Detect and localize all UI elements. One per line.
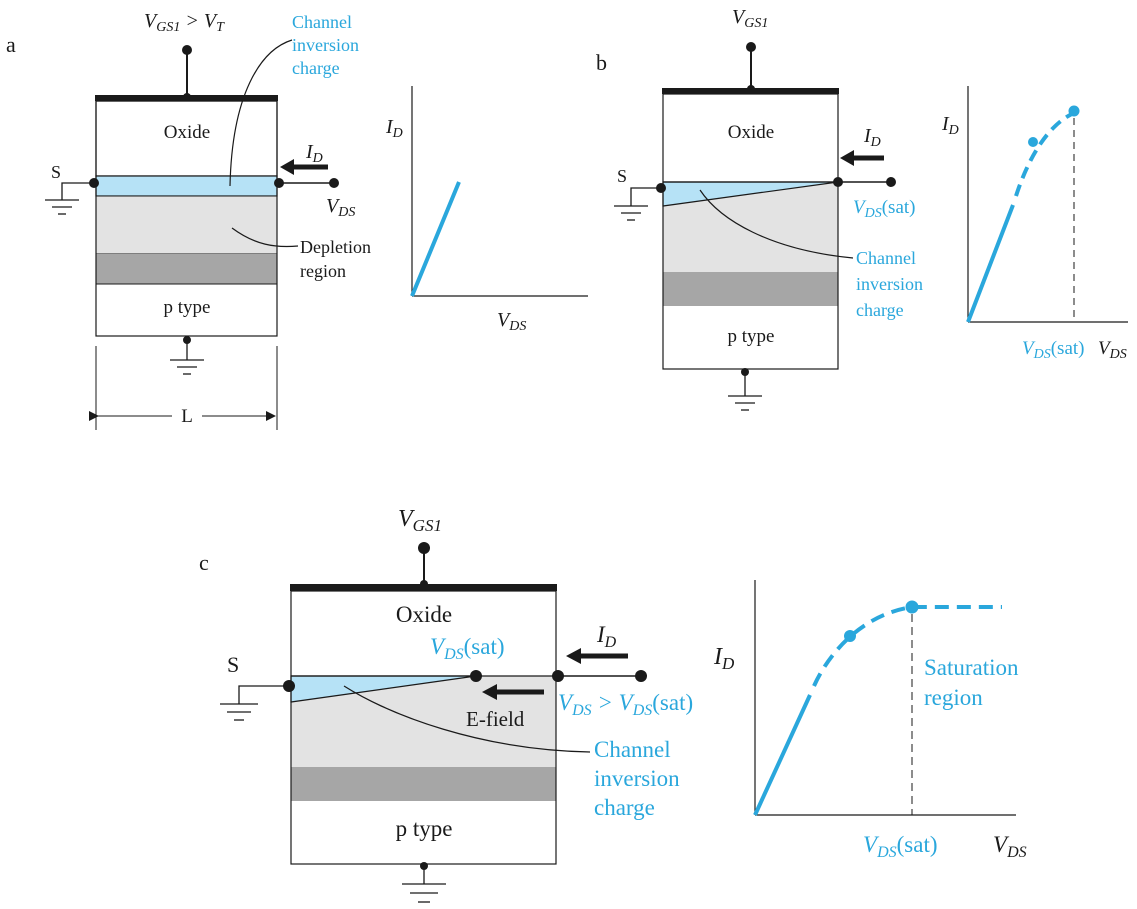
svg-text:ID: ID: [941, 113, 959, 138]
vds-condition-label-c: V: [558, 690, 575, 715]
oxide-label-c: Oxide: [396, 602, 452, 627]
plot-c-y-label: I: [713, 644, 723, 670]
sat-point-label-c: V: [430, 634, 447, 659]
plot-c-xsat-label: V: [863, 832, 880, 857]
saturation-region-label-c: Saturation region: [924, 655, 1019, 710]
gate-label-c: V: [398, 506, 415, 532]
p-type-region-b: [663, 306, 838, 369]
efield-label-c: E-field: [466, 707, 525, 731]
svg-text:VDS: VDS: [497, 309, 526, 334]
oxide-layer-c: [291, 591, 556, 676]
gate-electrode-c: [290, 584, 557, 591]
svg-text:ID: ID: [305, 141, 323, 166]
plot-a-id-curve: [410, 181, 461, 297]
panel-c-letter: c: [199, 550, 209, 575]
svg-text:VDS > VDS(sat): VDS > VDS(sat): [558, 690, 693, 719]
ptype-label-c: p type: [396, 816, 453, 841]
svg-text:VGS1: VGS1: [732, 6, 768, 31]
svg-text:VDS(sat): VDS(sat): [853, 197, 916, 221]
channel-label-a: Channel inversion charge: [292, 12, 359, 78]
depletion-leader-a: [231, 227, 299, 248]
source-label-c: S: [227, 652, 239, 677]
svg-text:VDS: VDS: [1098, 338, 1127, 362]
svg-text:VDS(sat): VDS(sat): [1022, 338, 1085, 362]
substrate-band-c: [291, 767, 556, 801]
gate-label-b: V: [732, 6, 747, 28]
svg-text:ID: ID: [596, 622, 617, 651]
source-label-b: S: [617, 166, 627, 186]
pinch-off-point-c: [470, 670, 482, 682]
svg-text:ID: ID: [713, 644, 735, 673]
svg-text:VGS1: VGS1: [398, 506, 442, 535]
svg-text:ID: ID: [863, 125, 881, 150]
svg-text:ID: ID: [385, 116, 403, 141]
id-label-c: I: [596, 622, 606, 647]
plot-b-y-label: I: [941, 113, 950, 135]
plot-c-x-label: V: [993, 832, 1010, 857]
substrate-band-b: [663, 272, 838, 306]
p-type-region-c: [291, 801, 556, 864]
svg-text:VGS1 > VT: VGS1 > VT: [144, 10, 225, 35]
channel-leader-b: [699, 189, 854, 259]
plot-b-marker-mid: [1028, 137, 1038, 147]
plot-a-y-label: I: [385, 116, 394, 138]
plot-b-x-label: V: [1098, 338, 1112, 359]
svg-text:VDS(sat): VDS(sat): [430, 634, 505, 663]
channel-leader-a: [229, 39, 293, 187]
length-label-a: L: [181, 406, 193, 427]
plot-b-marker-sat: [1068, 105, 1080, 117]
oxide-layer-b: [663, 94, 838, 182]
channel-leader-c: [343, 685, 591, 753]
channel-label-b: Channel inversion charge: [856, 248, 923, 320]
plot-b-id-curve: [966, 204, 1015, 323]
id-label-a: I: [305, 141, 314, 163]
vds-label-a: V: [326, 195, 341, 217]
svg-text:VDS: VDS: [326, 195, 355, 220]
gate-label-a: V: [144, 10, 159, 32]
channel-label-c: Channel inversion charge: [594, 737, 680, 820]
panel-c: c Oxide p type VDS(sat) E-field S: [199, 506, 1027, 903]
plot-c-id-curve: [753, 694, 812, 816]
ptype-label-a: p type: [164, 297, 211, 318]
plot-a-x-label: V: [497, 309, 512, 331]
panel-b-letter: b: [596, 50, 607, 75]
channel-inversion-a: [95, 175, 278, 197]
gate-electrode-a: [95, 95, 278, 101]
oxide-label-b: Oxide: [728, 122, 774, 143]
gate-electrode-b: [662, 88, 839, 94]
panel-b: b Oxide p type S ID VDS(sat) VGS1 Channe: [596, 6, 1128, 411]
plot-c-id-dashed: [812, 605, 1002, 687]
id-label-b: I: [863, 125, 872, 147]
oxide-layer-a: [95, 100, 278, 177]
p-type-region-a: [95, 283, 278, 337]
depletion-region-a: [95, 195, 278, 255]
plot-b-xsat-label: V: [1022, 338, 1036, 359]
plot-c-marker-mid: [844, 630, 856, 642]
svg-text:VDS: VDS: [993, 832, 1027, 861]
plot-c-marker-sat: [905, 600, 919, 614]
oxide-label-a: Oxide: [164, 122, 210, 143]
panel-a: a Oxide p type S ID VDS VGS1 > VT C: [6, 10, 588, 430]
plot-b-id-dashed: [1014, 110, 1077, 197]
source-label-a: S: [51, 162, 61, 182]
panel-a-letter: a: [6, 32, 16, 57]
substrate-band-a: [96, 254, 277, 284]
depletion-label-a: Depletion region: [300, 237, 371, 281]
vdssat-label-b: V: [853, 197, 867, 218]
ptype-label-b: p type: [728, 326, 775, 347]
svg-text:VDS(sat): VDS(sat): [863, 832, 938, 861]
